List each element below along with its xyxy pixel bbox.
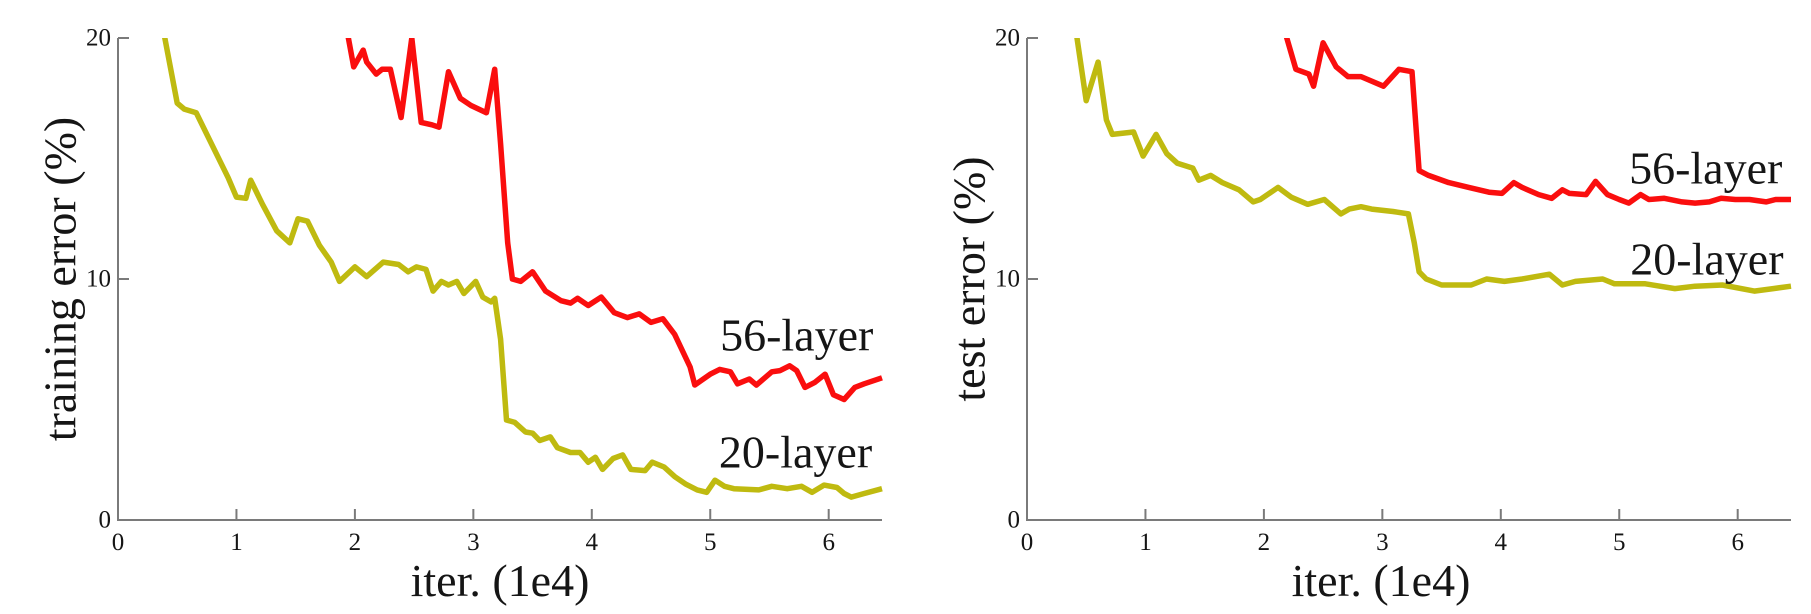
test-error-series-56-layer-line [1283, 38, 1791, 206]
test-error-x-axis-label: iter. (1e4) [1292, 555, 1471, 606]
test-error-y-axis-label: test error (%) [944, 156, 995, 401]
x-tick-label: 1 [1139, 529, 1152, 556]
training-error-annotation-56-layer: 56-layer [720, 309, 873, 360]
x-tick-label: 0 [112, 529, 125, 556]
y-tick-label: 0 [1008, 507, 1021, 534]
y-tick-label: 20 [86, 25, 111, 52]
x-tick-label: 5 [704, 529, 717, 556]
training-error-axes [117, 38, 882, 521]
training-error-y-axis-label: training error (%) [35, 117, 86, 441]
test-error-annotation-56-layer: 56-layer [1629, 143, 1782, 194]
y-tick-label: 10 [86, 266, 111, 293]
x-tick-label: 4 [586, 529, 599, 556]
x-tick-label: 0 [1021, 529, 1034, 556]
x-tick-label: 2 [1258, 529, 1271, 556]
x-tick-label: 3 [1376, 529, 1389, 556]
test-error-series-20-layer-line [1074, 38, 1792, 294]
x-tick-label: 1 [230, 529, 243, 556]
test-error-annotation-20-layer: 20-layer [1630, 233, 1783, 284]
x-tick-label: 2 [349, 529, 362, 556]
x-tick-label: 6 [1731, 529, 1744, 556]
training-error-series-56-layer-line [345, 38, 883, 403]
y-tick-label: 10 [995, 266, 1020, 293]
training-error-chart: 0 1 2 3 4 5 6 0 10 20 iter. (1e4) training error (%… [35, 25, 883, 606]
test-error-chart: 0 1 2 3 4 5 6 0 10 20 iter. (1e4) test error (%) 56-… [944, 25, 1792, 606]
x-tick-label: 4 [1495, 529, 1508, 556]
y-tick-label: 0 [99, 507, 112, 534]
x-tick-label: 5 [1613, 529, 1626, 556]
training-error-series-20-layer-line [162, 38, 883, 500]
training-error-x-axis-label: iter. (1e4) [411, 555, 590, 606]
training-error-annotation-20-layer: 20-layer [719, 427, 872, 478]
x-tick-label: 3 [467, 529, 480, 556]
y-tick-label: 20 [995, 25, 1020, 52]
x-tick-label: 6 [822, 529, 835, 556]
test-error-axes [1026, 38, 1791, 521]
